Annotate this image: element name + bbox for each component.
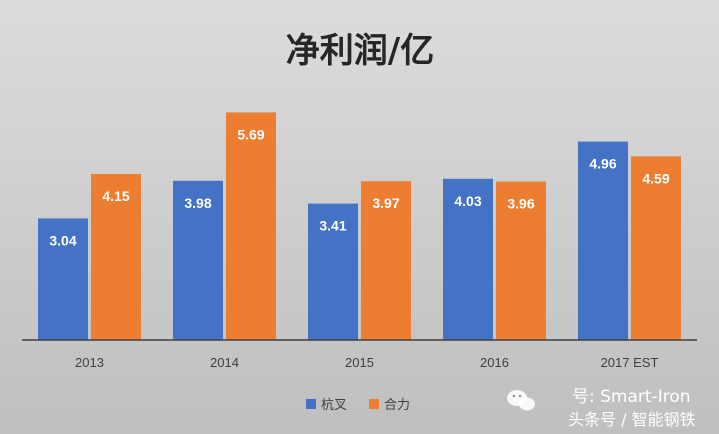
x-tick-label-4: 2017 EST xyxy=(601,355,659,370)
legend-label-hangcha: 杭叉 xyxy=(321,398,347,413)
bar-heli-0 xyxy=(91,174,141,340)
watermark-line2: 头条号 / 智能钢铁 xyxy=(568,410,696,429)
chart-title: 净利润/亿 xyxy=(286,31,434,71)
legend-label-heli: 合力 xyxy=(384,398,410,413)
value-label-heli-4: 4.59 xyxy=(642,170,669,186)
wechat-icon xyxy=(507,390,535,411)
watermark: 号: Smart-Iron 头条号 / 智能钢铁 xyxy=(507,387,696,429)
x-tick-label-3: 2016 xyxy=(480,355,509,370)
legend-swatch-heli xyxy=(369,399,379,409)
bar-heli-2 xyxy=(361,181,411,340)
value-label-heli-3: 3.96 xyxy=(507,196,534,212)
value-label-hangcha-4: 4.96 xyxy=(589,156,616,172)
x-tick-label-0: 2013 xyxy=(75,355,104,370)
bars-group xyxy=(38,112,681,341)
bar-heli-4 xyxy=(631,156,681,340)
value-label-heli-0: 4.15 xyxy=(102,188,129,204)
legend: 杭叉 合力 xyxy=(306,398,410,413)
legend-swatch-hangcha xyxy=(306,399,316,409)
value-label-heli-2: 3.97 xyxy=(372,195,399,211)
bar-hangcha-4 xyxy=(578,141,628,340)
bar-hangcha-2 xyxy=(308,203,358,340)
bar-heli-3 xyxy=(496,181,546,340)
value-label-hangcha-2: 3.41 xyxy=(319,218,346,234)
bar-hangcha-1 xyxy=(173,180,223,340)
x-tick-labels: 2013 2014 2015 2016 2017 EST xyxy=(75,355,658,370)
x-tick-label-2: 2015 xyxy=(345,355,374,370)
bar-hangcha-3 xyxy=(443,178,493,340)
value-label-hangcha-0: 3.04 xyxy=(49,232,76,248)
watermark-line1: 号: Smart-Iron xyxy=(572,387,691,407)
x-tick-label-1: 2014 xyxy=(210,355,239,370)
value-label-hangcha-3: 4.03 xyxy=(454,193,481,209)
value-label-hangcha-1: 3.98 xyxy=(184,195,211,211)
bar-heli-1 xyxy=(226,112,276,341)
value-labels-group: 3.04 4.15 3.98 5.69 3.41 3.97 4.03 3.96 4.96 4.59 xyxy=(49,126,669,248)
value-label-heli-1: 5.69 xyxy=(237,126,264,142)
bar-hangcha-0 xyxy=(38,218,88,340)
